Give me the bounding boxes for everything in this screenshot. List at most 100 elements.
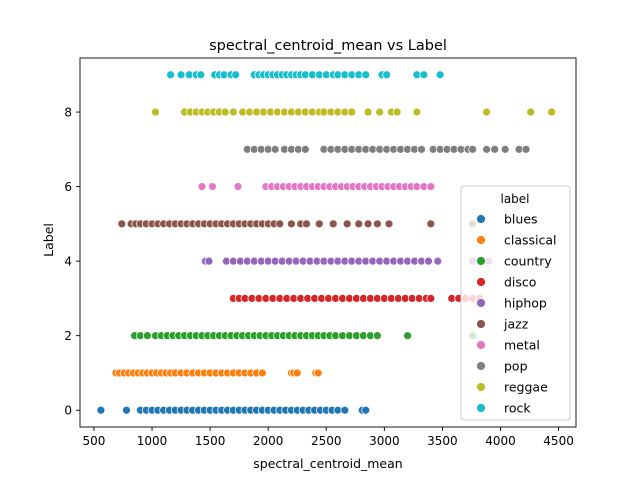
axes-frame — [79, 57, 577, 428]
x-axis: 500 1000 1500 2000 2500 3000 3500 4000 4500 — [82, 427, 574, 448]
series-classical — [111, 368, 323, 378]
y-axis: 0 2 4 6 8 — [64, 106, 80, 418]
data-point — [302, 219, 311, 229]
data-point — [468, 144, 477, 154]
data-point — [314, 219, 324, 229]
series-metal — [197, 182, 436, 191]
legend-marker — [476, 235, 486, 245]
data-point — [204, 256, 214, 266]
data-point — [287, 219, 296, 229]
y-tick-label: 0 — [64, 404, 72, 418]
legend-marker — [476, 277, 486, 287]
data-point — [419, 70, 429, 80]
data-point — [426, 182, 436, 191]
legend-marker — [476, 319, 486, 329]
legend-item-jazz: jazz — [476, 317, 529, 332]
legend-item-classical: classical — [476, 233, 557, 248]
data-point — [328, 219, 338, 229]
x-tick-label: 2000 — [253, 434, 284, 448]
legend-item-metal: metal — [476, 338, 540, 353]
data-point — [292, 368, 302, 378]
data-point — [208, 182, 217, 191]
legend-marker — [476, 214, 486, 224]
legend-marker — [476, 256, 486, 266]
data-point — [275, 219, 285, 229]
legend-item-country: country — [476, 254, 552, 269]
data-point — [196, 70, 206, 80]
x-tick-label: 1000 — [137, 434, 168, 448]
series-pop — [242, 144, 531, 154]
data-point — [363, 107, 373, 117]
legend-item-disco: disco — [476, 275, 536, 290]
data-point — [482, 144, 491, 154]
data-point — [354, 219, 364, 229]
legend-box — [460, 185, 571, 421]
data-point — [372, 331, 382, 341]
data-point — [403, 331, 412, 341]
series-hiphop — [201, 256, 494, 266]
legend-items: blues classical country disco hiphop jazz meta… — [476, 212, 557, 416]
data-point — [142, 331, 152, 341]
data-point — [412, 107, 422, 117]
data-point — [433, 256, 443, 266]
data-point — [382, 70, 392, 80]
x-tick-label: 3000 — [369, 434, 400, 448]
y-tick-label: 8 — [64, 106, 72, 120]
y-axis-label: Label — [41, 223, 56, 257]
data-point — [228, 107, 238, 117]
data-point — [426, 219, 436, 229]
x-tick-label: 4500 — [543, 434, 574, 448]
legend-marker — [476, 403, 486, 413]
data-point — [417, 144, 426, 154]
legend-label: metal — [504, 338, 540, 353]
data-point — [220, 107, 230, 117]
x-tick-label: 4000 — [485, 434, 516, 448]
data-point — [270, 144, 280, 154]
data-point — [384, 219, 394, 229]
data-point — [347, 107, 357, 117]
legend-item-hiphop: hiphop — [476, 296, 547, 311]
data-point — [122, 405, 131, 415]
data-point — [375, 107, 385, 117]
y-tick-label: 6 — [64, 180, 72, 194]
legend: label blues classical country disco hiphop ja… — [460, 185, 571, 421]
data-point — [117, 219, 127, 229]
legend-label: pop — [504, 359, 528, 374]
series-blues — [96, 405, 371, 415]
legend-label: country — [504, 254, 552, 269]
x-tick-label: 3500 — [427, 434, 458, 448]
data-point — [526, 107, 536, 117]
legend-label: rock — [504, 401, 531, 416]
legend-marker — [476, 361, 486, 371]
legend-marker — [476, 298, 486, 308]
data-point — [521, 144, 531, 154]
data-point — [197, 182, 207, 191]
legend-label: blues — [504, 212, 538, 227]
data-point — [426, 294, 436, 303]
data-point — [363, 219, 373, 229]
legend-label: jazz — [503, 317, 529, 332]
x-tick-label: 500 — [82, 434, 105, 448]
y-tick-label: 4 — [64, 255, 72, 269]
legend-title: label — [500, 192, 529, 206]
y-tick-label: 2 — [64, 329, 72, 343]
series-rock — [166, 70, 445, 80]
data-point — [372, 219, 382, 229]
data-point — [342, 219, 352, 229]
data-point — [547, 107, 556, 117]
legend-item-reggae: reggae — [476, 380, 548, 395]
legend-marker — [476, 382, 486, 392]
x-tick-label: 1500 — [195, 434, 226, 448]
x-tick-label: 2500 — [311, 434, 342, 448]
data-point — [482, 107, 491, 117]
legend-label: reggae — [504, 380, 548, 395]
data-point — [340, 405, 350, 415]
legend-item-blues: blues — [476, 212, 538, 227]
x-axis-label: spectral_centroid_mean — [253, 456, 402, 471]
legend-item-pop: pop — [476, 359, 528, 374]
data-point — [176, 70, 186, 80]
legend-item-rock: rock — [476, 401, 531, 416]
data-point — [361, 405, 371, 415]
legend-label: hiphop — [504, 296, 547, 311]
